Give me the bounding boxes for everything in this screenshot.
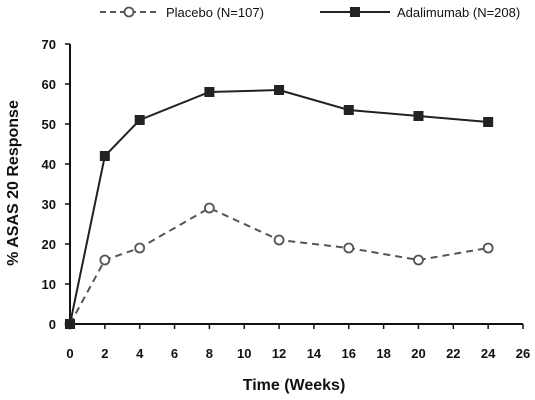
x-tick-label: 8	[206, 346, 213, 361]
x-tick-label: 16	[342, 346, 356, 361]
x-tick-label: 22	[446, 346, 460, 361]
x-tick-label: 18	[376, 346, 390, 361]
legend-adalimumab-marker	[350, 7, 360, 17]
legend-placebo-marker	[123, 6, 135, 18]
x-tick-label: 24	[481, 346, 496, 361]
x-tick-label: 14	[307, 346, 322, 361]
y-axis-ticks: 0 10 20 30 40 50 60 70	[42, 37, 70, 332]
series-layer	[64, 85, 494, 330]
x-tick-label: 0	[66, 346, 73, 361]
data-point-adalimumab	[134, 115, 145, 125]
data-point-placebo	[99, 254, 111, 266]
x-tick-label: 4	[136, 346, 144, 361]
data-point-placebo	[203, 202, 215, 214]
y-axis-title: % ASAS 20 Response	[5, 100, 22, 266]
series-line-placebo	[69, 206, 489, 325]
x-tick-label: 20	[411, 346, 425, 361]
data-point-placebo	[482, 242, 494, 254]
y-tick-label: 60	[42, 77, 56, 92]
y-tick-label: 0	[49, 317, 56, 332]
data-point-placebo	[413, 254, 424, 266]
data-point-placebo	[134, 242, 146, 254]
data-point-adalimumab	[274, 85, 285, 95]
x-tick-label: 12	[272, 346, 286, 361]
data-point-adalimumab	[99, 151, 110, 161]
legend-adalimumab-label: Adalimumab (N=208)	[397, 5, 520, 20]
x-axis-ticks: 0 2 4 6 8 10 12 14 16 18 20 22 24 26	[66, 324, 530, 361]
data-point-placebo	[343, 242, 355, 254]
y-tick-label: 10	[42, 277, 56, 292]
x-tick-label: 6	[171, 346, 178, 361]
axes	[69, 44, 523, 325]
data-point-adalimumab	[65, 319, 75, 329]
y-tick-label: 40	[42, 157, 56, 172]
data-point-placebo	[273, 234, 285, 246]
y-tick-label: 20	[42, 237, 56, 252]
data-point-adalimumab	[343, 105, 354, 115]
x-tick-label: 26	[516, 346, 530, 361]
x-tick-label: 10	[237, 346, 251, 361]
y-tick-label: 50	[42, 117, 56, 132]
y-tick-label: 70	[42, 37, 56, 52]
data-point-adalimumab	[413, 111, 424, 121]
legend: Placebo (N=107) Adalimumab (N=208)	[100, 5, 520, 20]
data-point-adalimumab	[483, 117, 494, 127]
x-axis-title: Time (Weeks)	[243, 377, 346, 394]
x-tick-label: 2	[101, 346, 108, 361]
legend-placebo-label: Placebo (N=107)	[166, 5, 264, 20]
series-line-adalimumab	[69, 88, 489, 325]
y-tick-label: 30	[42, 197, 56, 212]
data-point-adalimumab	[204, 87, 215, 97]
